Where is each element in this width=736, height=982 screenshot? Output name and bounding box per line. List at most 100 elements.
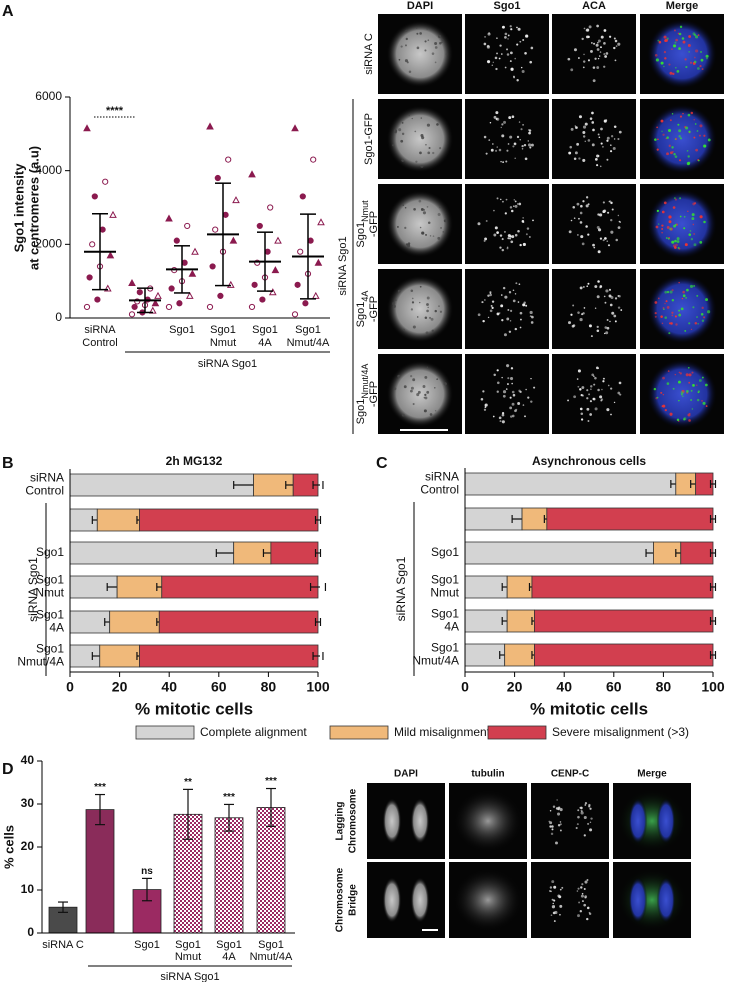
speckle (673, 197, 676, 200)
speckle (557, 808, 560, 811)
speckle (432, 151, 435, 155)
speckle (573, 395, 577, 399)
speckle (495, 67, 498, 71)
speckle (577, 234, 579, 236)
speckle (518, 283, 521, 286)
speckle (660, 391, 663, 394)
speckle (605, 331, 609, 335)
speckle (552, 902, 554, 905)
speckle (696, 67, 700, 70)
speckle (587, 822, 590, 825)
y-tick-label: Sgo1 (36, 642, 64, 656)
speckle (665, 300, 668, 303)
speckle (570, 127, 574, 131)
point (184, 222, 191, 230)
speckle (561, 886, 564, 889)
point (214, 174, 221, 182)
chromatin (656, 798, 676, 844)
point (91, 193, 98, 200)
image-bg (552, 354, 636, 434)
row-label: Sgo1Nmut/4A (355, 364, 370, 425)
speckle (571, 324, 575, 328)
speckle (489, 293, 492, 297)
micrograph (640, 269, 724, 349)
speckle (617, 226, 621, 230)
speckle (590, 335, 593, 338)
x-tick-label: Nmut (210, 337, 236, 349)
speckle (426, 303, 429, 306)
chromatin (410, 877, 430, 923)
speckle (508, 116, 512, 120)
speckle (671, 48, 673, 51)
speckle (671, 314, 674, 317)
speckle (504, 295, 508, 299)
point (131, 303, 138, 311)
speckle (398, 128, 402, 132)
nucleus (386, 190, 454, 258)
point (136, 289, 143, 296)
speckle (573, 48, 577, 52)
group-label: siRNA Sgo1 (160, 971, 219, 982)
speckle (598, 136, 601, 139)
speckle (693, 243, 697, 247)
speckle (436, 378, 438, 381)
speckle (514, 233, 518, 237)
speckle (570, 219, 573, 222)
point (89, 241, 96, 248)
speckle (614, 59, 617, 62)
speckle (401, 413, 405, 417)
x-tick-label: Sgo1 (169, 324, 195, 336)
speckle (572, 304, 575, 307)
speckle (610, 201, 613, 205)
speckle (419, 151, 422, 155)
y-tick-label: 20 (21, 839, 35, 853)
speckle (522, 303, 526, 307)
nucleus (646, 103, 718, 175)
speckle (673, 44, 677, 48)
speckle (530, 321, 534, 324)
speckle (429, 413, 433, 416)
y-tick-label: 0 (27, 925, 34, 939)
speckle (487, 32, 491, 36)
y-tick-label: 2000 (35, 237, 62, 251)
speckle (593, 375, 595, 378)
chromatin (382, 798, 402, 844)
speckle (586, 906, 590, 910)
speckle (590, 385, 593, 388)
image-bg (465, 99, 549, 179)
speckle (553, 899, 556, 902)
speckle (520, 318, 522, 321)
speckle (577, 57, 580, 59)
speckle (593, 383, 596, 386)
speckle (674, 373, 677, 376)
speckle (673, 246, 677, 249)
y-tick-label: 4A (49, 621, 64, 635)
y-tick-label: 4A (444, 620, 459, 634)
speckle (426, 296, 430, 300)
y-tick-label: 10 (21, 882, 35, 896)
speckle (442, 230, 445, 233)
image-bg (465, 354, 549, 434)
speckle (701, 68, 704, 70)
speckle (585, 204, 589, 208)
point (154, 291, 162, 299)
nucleus (646, 188, 718, 260)
speckle (434, 61, 437, 64)
speckle (614, 320, 617, 323)
row-label-sub: 4A (360, 291, 370, 302)
speckle (692, 223, 695, 226)
speckle (592, 243, 595, 247)
bar (256, 807, 286, 934)
speckle (523, 143, 527, 147)
speckle (668, 322, 671, 325)
point (229, 236, 238, 244)
speckle (408, 114, 411, 117)
speckle (500, 160, 502, 163)
x-tick-label: 40 (556, 679, 572, 695)
speckle (705, 54, 709, 58)
chromatin (382, 877, 402, 923)
speckle (596, 325, 599, 329)
speckle (664, 39, 667, 43)
speckle (599, 395, 603, 399)
speckle (556, 799, 558, 801)
